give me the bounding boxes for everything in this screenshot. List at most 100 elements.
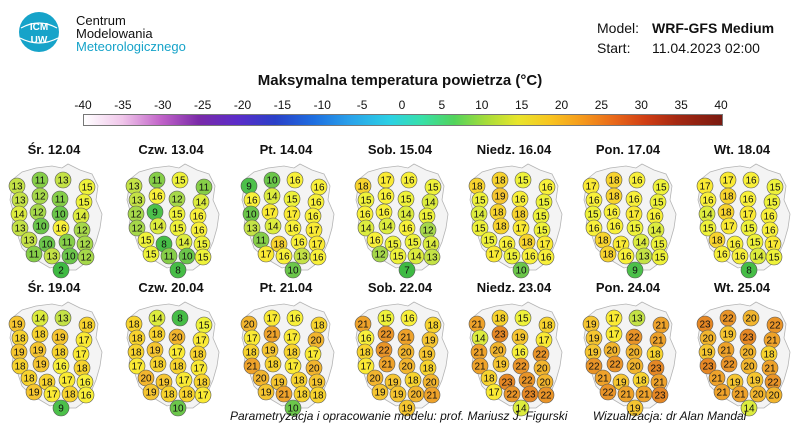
temperature-value: 13 xyxy=(426,253,438,264)
temperature-value: 15 xyxy=(474,224,486,235)
temperature-value: 23 xyxy=(524,390,536,401)
station-temperature-marker: 19 xyxy=(584,343,602,361)
temperature-value: 22 xyxy=(378,346,390,357)
station-temperature-marker: 22 xyxy=(503,385,521,403)
station-temperature-marker: 18 xyxy=(605,171,623,189)
temperature-circle xyxy=(194,248,212,266)
temperature-value: 19 xyxy=(260,388,272,399)
temperature-circle xyxy=(626,399,644,417)
station-temperature-marker: 20 xyxy=(305,359,323,377)
temperature-value: 16 xyxy=(631,176,643,187)
temperature-value: 21 xyxy=(766,336,778,347)
temperature-value: 16 xyxy=(606,208,618,219)
station-temperature-marker: 16 xyxy=(356,205,374,223)
station-temperature-marker: 18 xyxy=(424,316,442,334)
station-temperature-marker: 18 xyxy=(538,316,556,334)
station-temperature-marker: 17 xyxy=(284,357,302,375)
temperature-value: 17 xyxy=(266,314,278,325)
station-temperature-marker: 18 xyxy=(309,386,327,404)
station-temperature-marker: 16 xyxy=(189,207,207,225)
station-temperature-marker: 18 xyxy=(646,345,664,363)
temperature-value: 22 xyxy=(609,360,621,371)
temperature-value: 12 xyxy=(422,226,434,237)
temperature-value: 17 xyxy=(287,362,299,373)
station-temperature-marker: 21 xyxy=(354,315,372,333)
station-temperature-marker: 18 xyxy=(404,371,422,389)
temperature-value: 12 xyxy=(374,250,386,261)
temperature-circle xyxy=(77,248,95,266)
temperature-value: 18 xyxy=(357,182,369,193)
temperature-value: 14 xyxy=(152,222,164,233)
station-temperature-marker: 19 xyxy=(146,341,164,359)
station-temperature-marker: 16 xyxy=(52,357,70,375)
temperature-value: 19 xyxy=(585,320,597,331)
station-temperature-marker: 18 xyxy=(127,343,145,361)
temperature-value: 21 xyxy=(720,346,732,357)
station-temperature-marker: 13 xyxy=(54,309,72,327)
temperature-value: 18 xyxy=(296,390,308,401)
station-temperature-marker: 15 xyxy=(283,190,301,208)
temperature-value: 15 xyxy=(172,224,184,235)
station-temperature-marker: 13 xyxy=(54,171,72,189)
temperature-circle xyxy=(651,386,669,404)
temperature-circle xyxy=(169,261,187,279)
station-temperature-marker: 22 xyxy=(599,383,617,401)
temperature-value: 21 xyxy=(474,362,486,373)
temperature-value: 11 xyxy=(55,195,66,206)
scale-tick-label: 20 xyxy=(554,98,569,112)
temperature-value: 19 xyxy=(273,378,285,389)
temperature-value: 17 xyxy=(286,333,298,344)
temperature-value: 16 xyxy=(360,334,372,345)
station-temperature-marker: 19 xyxy=(389,385,407,403)
temperature-value: 15 xyxy=(380,314,392,325)
temperature-value: 16 xyxy=(401,224,413,235)
station-temperature-marker: 15 xyxy=(763,193,781,211)
station-temperature-marker: 19 xyxy=(582,315,600,333)
station-temperature-marker: 10 xyxy=(263,171,281,189)
temperature-value: 18 xyxy=(131,334,143,345)
station-temperature-marker: 21 xyxy=(423,386,441,404)
forecast-date-label: Sob. 15.04 xyxy=(367,142,433,157)
temperature-value: 18 xyxy=(313,321,325,332)
station-temperature-marker: 16 xyxy=(761,221,779,239)
temperature-circle xyxy=(11,219,29,237)
station-temperature-marker: 14 xyxy=(512,399,530,417)
station-temperature-marker: 17 xyxy=(696,177,714,195)
temperature-value: 13 xyxy=(131,196,143,207)
org-line-3: Meteorologicznego xyxy=(76,39,186,54)
temperature-value: 10 xyxy=(287,266,299,277)
temperature-value: 16 xyxy=(764,226,776,237)
station-temperature-marker: 18 xyxy=(468,177,486,195)
station-temperature-marker: 14 xyxy=(31,309,49,327)
temperature-circle xyxy=(284,261,302,279)
temperature-circle xyxy=(398,357,416,375)
station-temperature-marker: 17 xyxy=(43,385,61,403)
temperature-value: 18 xyxy=(495,222,507,233)
temperature-value: 20 xyxy=(702,334,714,345)
station-temperature-marker: 15 xyxy=(78,178,96,196)
station-temperature-marker: 19 xyxy=(492,355,510,373)
station-temperature-marker: 21 xyxy=(649,331,667,349)
station-temperature-marker: 14 xyxy=(192,193,210,211)
station-temperature-marker: 17 xyxy=(243,329,261,347)
temperature-value: 15 xyxy=(743,224,755,235)
temperature-value: 9 xyxy=(246,182,252,193)
station-temperature-marker: 16 xyxy=(511,343,529,361)
temperature-value: 19 xyxy=(587,348,599,359)
temperature-circle xyxy=(492,217,510,235)
temperature-value: 20 xyxy=(745,314,757,325)
station-temperature-marker: 10 xyxy=(61,247,79,265)
temperature-value: 15 xyxy=(702,224,714,235)
temperature-value: 9 xyxy=(152,208,158,219)
forecast-day-panel: Pon. 24.04 19 17 13 21 19 17 22 21 19 20 20 18 22 22 20… xyxy=(574,280,682,420)
station-temperature-marker: 15 xyxy=(746,233,764,251)
temperature-value: 21 xyxy=(764,364,776,375)
icm-logo: ICM UW xyxy=(18,10,60,58)
station-temperature-marker: 19 xyxy=(29,341,47,359)
station-temperature-marker: 16 xyxy=(625,190,643,208)
temperature-value: 12 xyxy=(79,240,91,251)
station-temperature-marker: 16 xyxy=(511,190,529,208)
temperature-circle xyxy=(25,245,43,263)
